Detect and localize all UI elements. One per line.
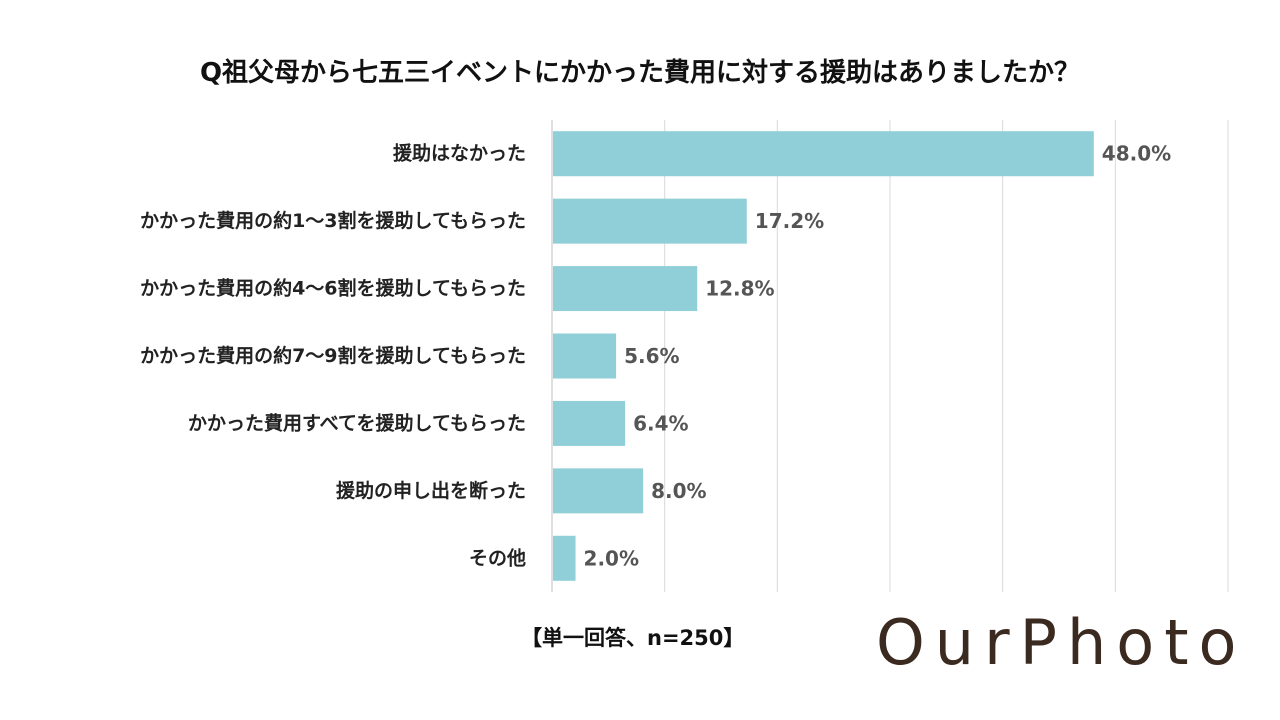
category-label: その他 [469,546,526,569]
value-label: 12.8% [705,277,774,301]
value-label: 48.0% [1102,142,1171,166]
category-label: かかった費用の約1～3割を援助してもらった [140,209,526,232]
category-label: かかった費用の約7～9割を援助してもらった [140,344,526,367]
category-label: 援助はなかった [393,142,526,165]
bar [553,266,698,312]
ourphoto-logo: OurPhoto [876,606,1247,679]
value-label: 17.2% [755,209,824,233]
value-label: 6.4% [633,411,688,435]
value-label: 5.6% [624,344,679,368]
response-note: 【単一回答、n=250】 [521,626,745,650]
category-label: かかった費用すべてを援助してもらった [188,411,526,434]
value-label: 8.0% [651,479,706,503]
category-labels: 援助はなかったかかった費用の約1～3割を援助してもらったかかった費用の約4～6割… [140,142,526,570]
chart-title: Q祖父母から七五三イベントにかかった費用に対する援助はありましたか？ [199,58,1081,88]
bars [553,131,1094,581]
bar [553,131,1094,177]
value-labels: 48.0% 17.2% 12.8% 5.6% 6.4% 8.0% 2.0% [584,142,1172,571]
bar [553,400,626,446]
value-label: 2.0% [584,546,639,570]
bar [553,535,576,581]
bar [553,468,644,514]
bar [553,198,747,244]
bar [553,333,617,379]
category-label: かかった費用の約4～6割を援助してもらった [140,277,526,300]
category-label: 援助の申し出を断った [336,479,526,502]
